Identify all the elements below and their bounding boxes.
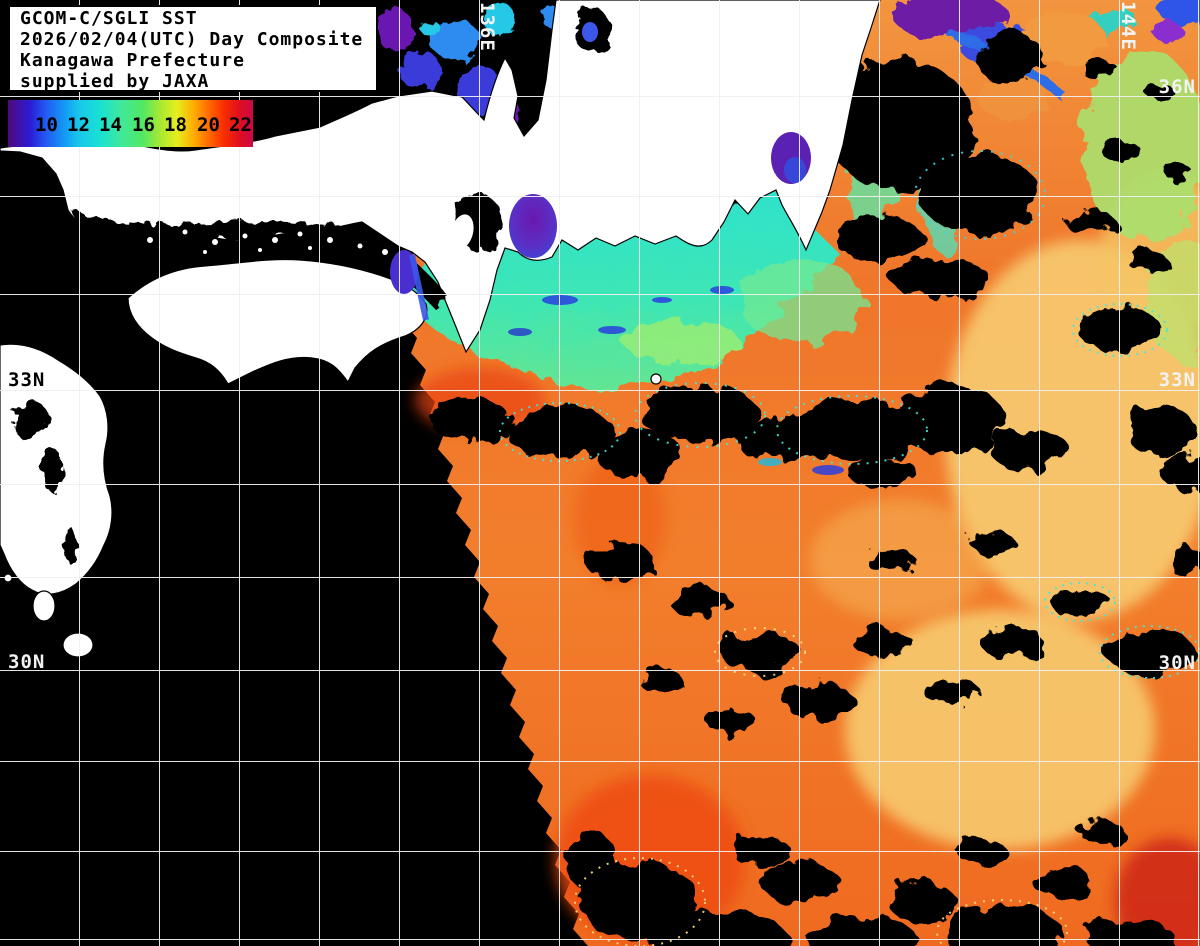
lake-biwa-water: [582, 22, 598, 42]
ise-bay-cold-water: [509, 194, 557, 258]
land-island: [62, 632, 94, 658]
land-island: [32, 590, 56, 622]
title-box: GCOM-C/SGLI SST 2026/02/04(UTC) Day Comp…: [8, 5, 378, 92]
inland-waters: [13, 8, 811, 563]
lon-label-144e: 144E: [1117, 1, 1139, 51]
lon-label-136e: 136E: [476, 2, 498, 52]
colorbar-tick-label: 22: [229, 114, 252, 136]
colorbar-tick-label: 10: [35, 114, 58, 136]
land-small-island: [650, 373, 662, 385]
green-patch: [622, 318, 738, 362]
coastal-cold-fringe: [409, 254, 429, 321]
colorbar-tick-label: 18: [164, 114, 187, 136]
lat-label-36n-right: 36N: [1158, 76, 1196, 98]
seto-inland-sea: [72, 212, 446, 310]
hiroshima-bay: [220, 222, 280, 242]
cold-streaks: [508, 286, 844, 475]
lat-label-33n-right: 33N: [1158, 369, 1196, 391]
colorbar-tick-label: 12: [67, 114, 90, 136]
seto-islands: [147, 214, 474, 255]
title-line-credit: supplied by JAXA: [20, 71, 210, 92]
title-line-product: GCOM-C/SGLI SST: [20, 8, 198, 29]
colorbar-tick-label: 16: [132, 114, 155, 136]
colorbar-tick-label: 14: [99, 114, 122, 136]
lat-label-33n-left: 33N: [8, 369, 46, 391]
sst-data-swath: [402, 0, 1200, 946]
lat-label-30n-left: 30N: [8, 651, 46, 673]
tokyo-bay-cold-core: [784, 157, 806, 183]
title-line-region: Kanagawa Prefecture: [20, 50, 245, 71]
kagoshima-bay: [63, 527, 77, 563]
cloud-gaps: [430, 34, 1200, 946]
title-line-date: 2026/02/04(UTC) Day Composite: [20, 29, 364, 50]
colorbar-tick-label: 20: [197, 114, 220, 136]
temperature-colorbar: 10 12 14 16 18 20 22: [8, 100, 253, 147]
lat-label-30n-right: 30N: [1158, 652, 1196, 674]
speckle-fringes: [499, 150, 1200, 946]
ariake-sea: [42, 448, 62, 492]
kyushu-inlet: [13, 400, 47, 440]
land-shikoku: [127, 258, 428, 385]
